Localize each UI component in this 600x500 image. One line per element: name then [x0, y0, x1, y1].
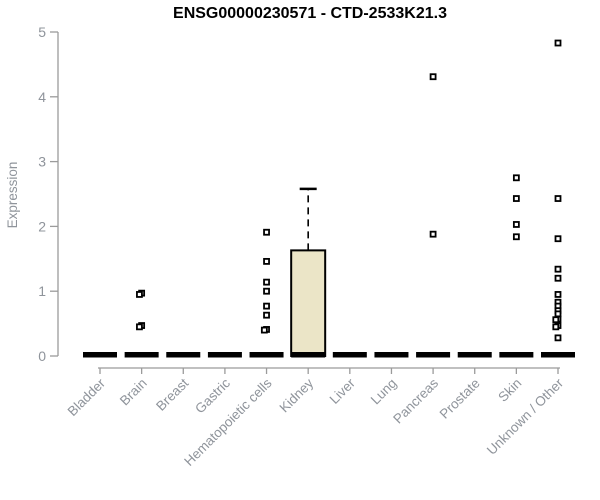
- median-bar: [541, 352, 575, 358]
- data-point: [554, 265, 562, 273]
- data-point: [429, 73, 437, 81]
- x-category-label: Unknown / Other: [484, 375, 567, 458]
- x-category-label: Lung: [368, 376, 400, 408]
- data-point: [512, 174, 520, 182]
- median-bar: [249, 352, 284, 358]
- x-category-label: Brain: [117, 376, 150, 409]
- data-point: [554, 274, 562, 282]
- median-bar: [332, 352, 367, 358]
- x-category-label: Liver: [327, 375, 359, 407]
- median-bar: [374, 352, 409, 358]
- median-bar: [166, 352, 201, 358]
- data-point: [552, 323, 560, 331]
- box-kidney: [290, 187, 327, 358]
- data-point: [554, 39, 562, 47]
- y-tick-label: 5: [38, 24, 46, 40]
- data-point: [263, 228, 270, 236]
- data-point: [263, 278, 270, 286]
- data-point: [554, 235, 562, 243]
- x-category-label: Skin: [495, 376, 524, 405]
- median-bar: [207, 352, 242, 358]
- data-point: [554, 291, 562, 298]
- data-point: [263, 287, 270, 295]
- data-point: [552, 316, 560, 324]
- data-point: [263, 257, 270, 265]
- x-category-label: Breast: [153, 375, 191, 413]
- y-tick-labels: 0 1 2 3 4 5: [38, 24, 46, 364]
- data-points: [136, 39, 562, 342]
- median-bar: [291, 352, 326, 358]
- data-point: [260, 326, 268, 334]
- data-point: [512, 221, 520, 228]
- data-point: [512, 195, 520, 202]
- x-category-label: Kidney: [277, 375, 317, 415]
- data-point: [554, 334, 562, 342]
- median-bar: [416, 352, 451, 358]
- y-tick-label: 2: [38, 218, 46, 234]
- y-tick-label: 0: [38, 348, 46, 364]
- data-point: [136, 291, 143, 298]
- data-point: [263, 311, 270, 319]
- y-tick-label: 1: [38, 283, 46, 299]
- x-category-label: Bladder: [65, 375, 109, 419]
- median-bar: [83, 352, 117, 358]
- data-point: [554, 195, 562, 202]
- y-tick-label: 4: [38, 89, 46, 105]
- data-point: [429, 230, 437, 238]
- data-point: [512, 233, 520, 241]
- x-category-label: Prostate: [437, 376, 483, 422]
- data-point: [263, 302, 270, 310]
- chart-title: ENSG00000230571 - CTD-2533K21.3: [173, 5, 447, 22]
- data-point: [554, 310, 562, 318]
- median-bar: [124, 352, 159, 358]
- data-point: [136, 323, 143, 331]
- median-bars: [83, 352, 575, 358]
- axes: [50, 31, 560, 374]
- median-bar: [499, 352, 534, 358]
- x-category-label: Gastric: [192, 375, 233, 416]
- median-bar: [457, 352, 492, 358]
- x-category-label: Pancreas: [390, 375, 441, 426]
- y-tick-label: 3: [38, 154, 46, 170]
